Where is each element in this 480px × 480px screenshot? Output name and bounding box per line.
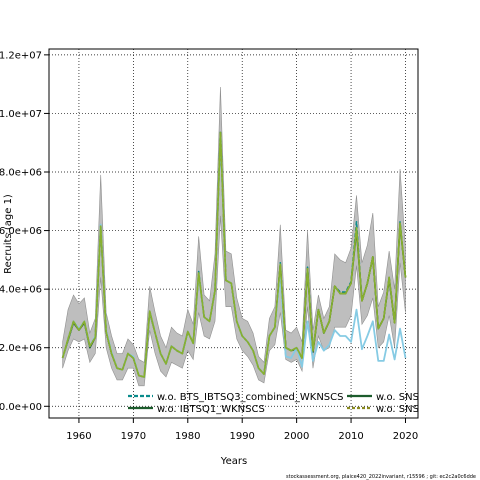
x-tick-label-6: 2020	[393, 431, 418, 442]
legend: w.o. BTS_IBTSQ3_combined_WKNSCS w.o. SNSw…	[128, 392, 419, 415]
legend-label-1-0: w.o. IBTSQ1_WKNSCS	[157, 404, 265, 415]
plot-frame	[48, 48, 419, 419]
y-axis-title: Recruits (age 1)	[3, 194, 14, 274]
x-tick-label-4: 2000	[284, 431, 309, 442]
x-tick-label-5: 2010	[338, 431, 363, 442]
x-tick-label-1: 1970	[121, 431, 146, 442]
series-line-4	[61, 131, 407, 378]
series-lines	[61, 130, 407, 378]
y-axis: 0.0e+00 2.0e+06 4.0e+06 6.0e+06 8.0e+06 1.0e+…	[0, 50, 49, 413]
y-tick-label-2: 4.0e+06	[0, 285, 42, 296]
x-tick-label-0: 1960	[66, 431, 91, 442]
x-tick-label-3: 1990	[229, 431, 254, 442]
y-tick-label-3: 6.0e+06	[0, 226, 42, 237]
x-axis: 1960 1970 1980 1990 2000 2010 2020	[66, 418, 418, 442]
y-tick-label-1: 2.0e+06	[0, 343, 42, 354]
y-tick-label-6: 1.2e+07	[0, 50, 42, 61]
y-tick-label-0: 0.0e+00	[0, 402, 42, 413]
y-tick-label-4: 8.0e+06	[0, 168, 42, 179]
x-axis-title: Years	[220, 456, 247, 467]
x-tick-label-2: 1980	[175, 431, 200, 442]
legend-label-0-1: w.o. SNS	[376, 392, 419, 403]
legend-label-0-0: w.o. BTS_IBTSQ3_combined_WKNSCS	[157, 392, 343, 403]
legend-label-1-1: w.o. SNS	[376, 404, 419, 415]
footer-note: stockassessment.org, plaice420_2022invar…	[286, 474, 476, 480]
y-tick-label-5: 1.0e+07	[0, 109, 42, 120]
confidence-band	[62, 87, 406, 387]
